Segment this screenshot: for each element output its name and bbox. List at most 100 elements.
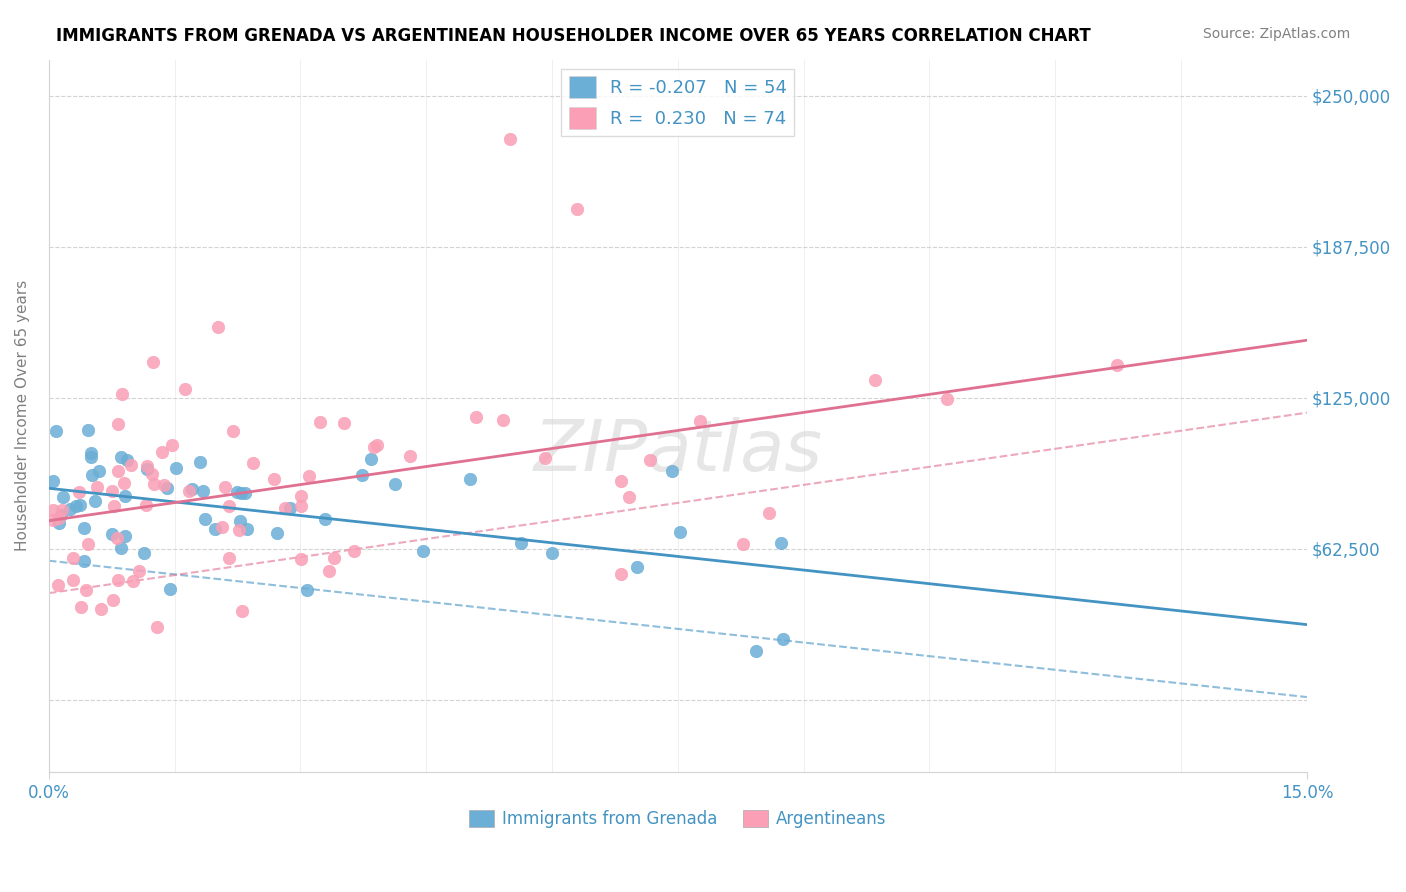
- Immigrants from Grenada: [73, 521, 96, 535]
- Immigrants from Grenada: [45, 424, 67, 438]
- Argentineans: [51, 503, 73, 517]
- Argentineans: [107, 417, 129, 432]
- Immigrants from Grenada: [52, 490, 75, 504]
- Argentineans: [62, 551, 84, 566]
- Argentineans: [1105, 358, 1128, 372]
- Immigrants from Grenada: [229, 514, 252, 528]
- Argentineans: [309, 416, 332, 430]
- Argentineans: [77, 537, 100, 551]
- Argentineans: [863, 373, 886, 387]
- Argentineans: [86, 480, 108, 494]
- Argentineans: [153, 478, 176, 492]
- Text: Source: ZipAtlas.com: Source: ZipAtlas.com: [1202, 27, 1350, 41]
- Immigrants from Grenada: [314, 512, 336, 526]
- Argentineans: [135, 498, 157, 512]
- Immigrants from Grenada: [188, 454, 211, 468]
- Argentineans: [107, 574, 129, 588]
- Immigrants from Grenada: [159, 582, 181, 597]
- Immigrants from Grenada: [204, 522, 226, 536]
- Immigrants from Grenada: [77, 423, 100, 437]
- Argentineans: [46, 577, 69, 591]
- Argentineans: [214, 480, 236, 494]
- Argentineans: [173, 382, 195, 396]
- Argentineans: [105, 531, 128, 545]
- Argentineans: [274, 501, 297, 516]
- Argentineans: [103, 499, 125, 513]
- Argentineans: [619, 490, 641, 504]
- Immigrants from Grenada: [460, 472, 482, 486]
- Legend: Immigrants from Grenada, Argentineans: Immigrants from Grenada, Argentineans: [463, 804, 893, 835]
- Argentineans: [333, 417, 356, 431]
- Immigrants from Grenada: [236, 523, 259, 537]
- Argentineans: [318, 564, 340, 578]
- Immigrants from Grenada: [350, 467, 373, 482]
- Argentineans: [758, 507, 780, 521]
- Argentineans: [465, 409, 488, 424]
- Argentineans: [298, 469, 321, 483]
- Argentineans: [218, 499, 240, 513]
- Argentineans: [231, 604, 253, 618]
- Argentineans: [363, 440, 385, 454]
- Argentineans: [122, 574, 145, 588]
- Argentineans: [207, 320, 229, 334]
- Immigrants from Grenada: [194, 512, 217, 526]
- Argentineans: [90, 602, 112, 616]
- Immigrants from Grenada: [669, 525, 692, 540]
- Immigrants from Grenada: [48, 516, 70, 530]
- Immigrants from Grenada: [233, 485, 256, 500]
- Immigrants from Grenada: [69, 498, 91, 512]
- Argentineans: [177, 483, 200, 498]
- Argentineans: [75, 582, 97, 597]
- Argentineans: [218, 551, 240, 566]
- Immigrants from Grenada: [156, 482, 179, 496]
- Argentineans: [211, 520, 233, 534]
- Immigrants from Grenada: [770, 536, 793, 550]
- Argentineans: [142, 355, 165, 369]
- Immigrants from Grenada: [412, 543, 434, 558]
- Argentineans: [152, 445, 174, 459]
- Argentineans: [67, 485, 90, 500]
- Argentineans: [290, 500, 312, 514]
- Argentineans: [290, 551, 312, 566]
- Text: ZIPatlas: ZIPatlas: [533, 417, 823, 486]
- Argentineans: [111, 387, 134, 401]
- Immigrants from Grenada: [115, 453, 138, 467]
- Text: IMMIGRANTS FROM GRENADA VS ARGENTINEAN HOUSEHOLDER INCOME OVER 65 YEARS CORRELAT: IMMIGRANTS FROM GRENADA VS ARGENTINEAN H…: [56, 27, 1091, 45]
- Argentineans: [733, 537, 755, 551]
- Immigrants from Grenada: [231, 486, 253, 500]
- Immigrants from Grenada: [266, 525, 288, 540]
- Immigrants from Grenada: [510, 535, 533, 549]
- Argentineans: [491, 413, 513, 427]
- Immigrants from Grenada: [87, 464, 110, 478]
- Argentineans: [499, 132, 522, 146]
- Argentineans: [128, 564, 150, 578]
- Argentineans: [42, 513, 65, 527]
- Immigrants from Grenada: [360, 451, 382, 466]
- Argentineans: [70, 600, 93, 615]
- Immigrants from Grenada: [80, 468, 103, 483]
- Argentineans: [263, 472, 285, 486]
- Immigrants from Grenada: [772, 632, 794, 647]
- Immigrants from Grenada: [110, 450, 132, 464]
- Immigrants from Grenada: [114, 529, 136, 543]
- Argentineans: [638, 453, 661, 467]
- Argentineans: [222, 424, 245, 438]
- Argentineans: [610, 474, 633, 488]
- Argentineans: [290, 489, 312, 503]
- Argentineans: [103, 593, 125, 607]
- Immigrants from Grenada: [42, 474, 65, 488]
- Immigrants from Grenada: [744, 644, 766, 658]
- Immigrants from Grenada: [80, 445, 103, 459]
- Argentineans: [533, 450, 555, 465]
- Immigrants from Grenada: [191, 484, 214, 499]
- Argentineans: [565, 202, 588, 217]
- Immigrants from Grenada: [73, 554, 96, 568]
- Argentineans: [689, 414, 711, 428]
- Argentineans: [142, 476, 165, 491]
- Argentineans: [62, 573, 84, 587]
- Immigrants from Grenada: [59, 501, 82, 516]
- Argentineans: [42, 503, 65, 517]
- Immigrants from Grenada: [165, 461, 187, 475]
- Argentineans: [146, 620, 169, 634]
- Argentineans: [242, 456, 264, 470]
